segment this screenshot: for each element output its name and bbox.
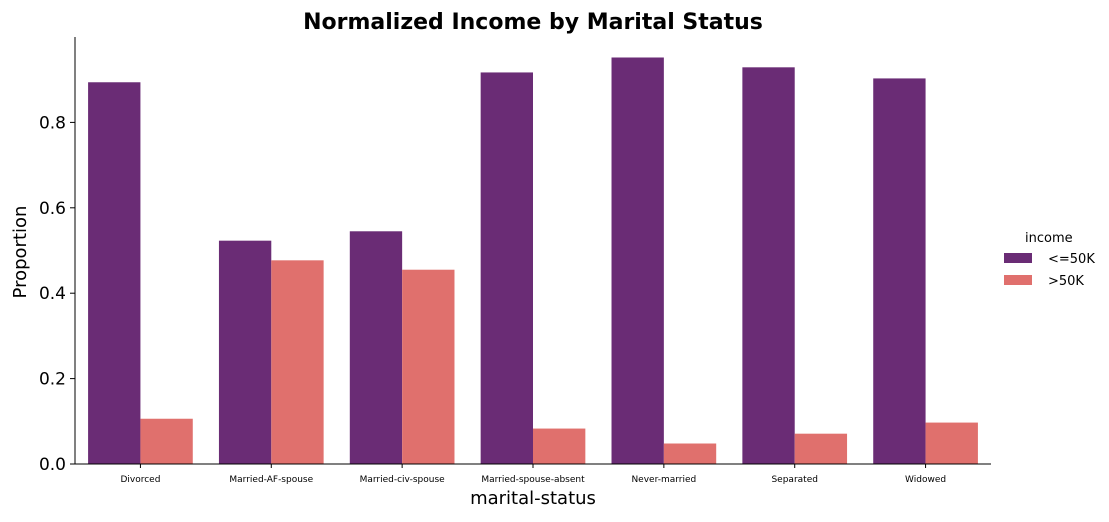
bar-divorced-gt50k xyxy=(140,418,193,464)
bar-divorced-le50k xyxy=(88,82,141,465)
x-axis: Divorced Married-AF-spouse Married-civ-spo… xyxy=(75,463,991,485)
bar-married-civ-spouse-gt50k xyxy=(402,269,455,464)
y-tick-label: 0.4 xyxy=(39,284,66,304)
bar-married-spouse-absent-gt50k xyxy=(533,428,586,464)
x-tick-label: Divorced xyxy=(120,475,160,485)
legend-label: <=50K xyxy=(1048,252,1095,267)
bar-married-civ-spouse-le50k xyxy=(349,231,403,464)
y-axis-label: Proportion xyxy=(10,206,31,299)
legend-swatch xyxy=(1004,253,1032,263)
bar-separated-le50k xyxy=(742,67,795,464)
bar-widowed-le50k xyxy=(873,78,926,464)
legend-swatch xyxy=(1004,275,1032,285)
bar-married-af-spouse-gt50k xyxy=(271,260,324,464)
legend: income <=50K >50K xyxy=(1004,231,1095,289)
bar-never-married-le50k xyxy=(611,57,664,464)
bar-never-married-gt50k xyxy=(663,443,717,464)
legend-label: >50K xyxy=(1048,274,1084,289)
x-axis-label: marital-status xyxy=(470,488,596,509)
x-tick-label: Married-AF-spouse xyxy=(229,475,313,485)
chart-title: Normalized Income by Marital Status xyxy=(303,10,763,35)
bar-widowed-gt50k xyxy=(925,422,978,464)
x-tick-label: Separated xyxy=(771,475,817,485)
x-tick-label: Never-married xyxy=(631,475,696,485)
y-tick-label: 0.6 xyxy=(39,199,66,219)
legend-title: income xyxy=(1025,231,1073,246)
bar-separated-gt50k xyxy=(794,433,848,464)
x-tick-label: Married-spouse-absent xyxy=(481,475,585,485)
y-tick-label: 0.0 xyxy=(39,455,66,475)
y-tick-label: 0.2 xyxy=(39,370,66,390)
bars-group xyxy=(88,57,978,465)
x-tick-label: Married-civ-spouse xyxy=(360,475,446,485)
y-tick-label: 0.8 xyxy=(39,113,66,133)
bar-married-spouse-absent-le50k xyxy=(480,72,533,464)
bar-married-af-spouse-le50k xyxy=(218,240,272,464)
y-axis: 0.0 0.2 0.4 0.6 0.8 xyxy=(39,37,76,475)
x-tick-label: Widowed xyxy=(905,475,946,485)
